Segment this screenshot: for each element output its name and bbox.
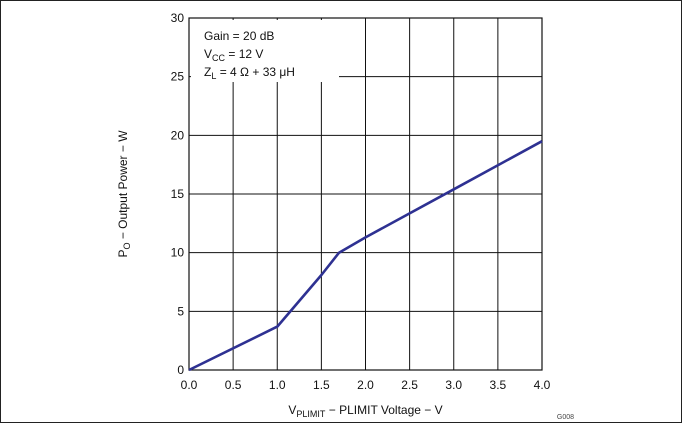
annotation-box	[191, 20, 339, 82]
series-line	[188, 140, 543, 372]
x-tick-label: 3.0	[445, 378, 462, 392]
y-tick-label: 20	[171, 128, 185, 142]
annotation-load: ZL = 4 Ω + 33 μH	[204, 65, 295, 81]
y-tick-label: 5	[177, 304, 184, 318]
x-tick-label: 0.5	[225, 378, 242, 392]
series-group	[188, 140, 543, 372]
y-tick-label: 25	[171, 70, 185, 84]
annotation-gain: Gain = 20 dB	[204, 29, 274, 43]
x-tick-label: 0.0	[181, 378, 198, 392]
x-axis-ticks: 0.0 0.5 1.0 1.5 2.0 2.5 3.0 3.5 4.0	[181, 378, 551, 392]
plot-area	[188, 17, 543, 371]
y-tick-label: 15	[171, 187, 185, 201]
annotation-vcc: VCC = 12 V	[204, 47, 263, 63]
y-axis-label: PO − Output Power − W	[116, 130, 132, 258]
x-axis-label: VPLIMIT − PLIMIT Voltage − V	[288, 403, 442, 419]
x-tick-label: 2.0	[357, 378, 374, 392]
x-tick-label: 1.0	[269, 378, 286, 392]
y-tick-label: 10	[171, 246, 185, 260]
y-axis-ticks: 0 5 10 15 20 25 30	[171, 11, 185, 377]
x-tick-label: 4.0	[534, 378, 551, 392]
x-tick-label: 2.5	[401, 378, 418, 392]
y-tick-label: 30	[171, 11, 185, 25]
x-tick-label: 3.5	[490, 378, 507, 392]
x-tick-label: 1.5	[313, 378, 330, 392]
figure-code: G008	[557, 414, 574, 421]
y-tick-label: 0	[177, 363, 184, 377]
